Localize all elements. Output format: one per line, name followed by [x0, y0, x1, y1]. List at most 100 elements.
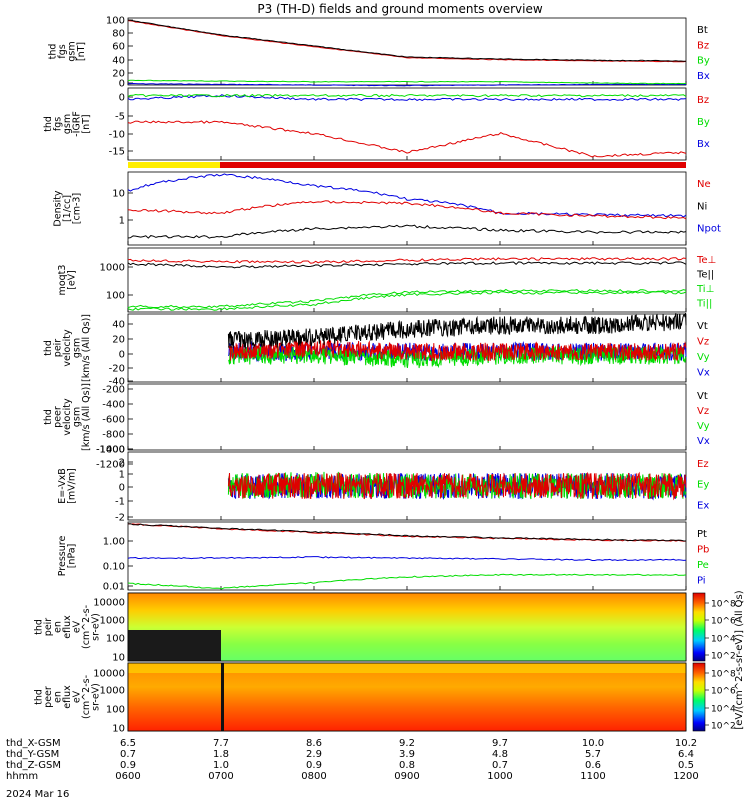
- legend-temperature-0: Te⊥: [696, 255, 716, 266]
- colorbar-label: [eV/(cm^2-s-sr-eV)] (All Qs): [734, 590, 745, 729]
- y-tick-label: -10: [109, 130, 125, 141]
- ylabel-line: [km/s (All Qs)]: [81, 383, 92, 451]
- y-tick-label: 10: [112, 724, 125, 735]
- y-tick-label: -400: [102, 400, 125, 411]
- legend-density-0: Ne: [697, 179, 711, 190]
- series-Pb: [127, 523, 687, 542]
- y-tick-label: -40: [109, 377, 125, 388]
- panel-ylabel: E=-VxB[mV/m]: [57, 468, 77, 504]
- ylabel-line: -IGRF: [72, 111, 83, 137]
- y-tick-label: -2: [115, 513, 125, 524]
- ylabel-line: thd: [34, 619, 45, 635]
- ylabel-line: thd: [43, 340, 54, 356]
- electron-spectrogram-top: [128, 663, 686, 673]
- time-axis-value: 4.8: [492, 749, 508, 760]
- panel-ylabel: thdfgsgsm[nT]: [48, 41, 87, 61]
- panel-ylabel: moqt3[eV]: [57, 265, 77, 296]
- time-axis-value: 0700: [208, 771, 233, 782]
- y-tick-label: 1000: [100, 616, 125, 627]
- panel-ion-spectrogram: thdpeirenefluxeV(cm^2-s-sr-eV)1000010001…: [34, 592, 687, 664]
- series-By: [127, 93, 687, 98]
- panel-ylabel: Pressure[nPa]: [57, 536, 77, 577]
- time-axis-value: 6.4: [678, 749, 694, 760]
- legend-ion-velocity-0: Vt: [697, 321, 708, 332]
- y-tick-label: 10000: [93, 598, 125, 609]
- y-tick-label: 100: [106, 705, 125, 716]
- legend-electron-velocity-3: Vx: [697, 436, 710, 447]
- ylabel-line: [mV/m]: [67, 468, 78, 504]
- panel-frame: [127, 592, 687, 662]
- legend-temperature-1: Te||: [696, 270, 714, 281]
- y-tick-label: -200: [102, 385, 125, 396]
- time-axis-value: 5.7: [585, 749, 601, 760]
- colorbar-tick-label: 10^6: [711, 687, 736, 697]
- series-Ni: [127, 224, 687, 239]
- legend-efield-2: Ex: [697, 500, 709, 511]
- y-tick-label: 0: [119, 93, 125, 104]
- y-tick-label: 40: [112, 320, 125, 331]
- time-axis-value: 3.9: [399, 749, 415, 760]
- ylabel-line: eflux: [62, 685, 73, 709]
- y-tick-label: -20: [109, 364, 125, 375]
- panel-frame: [127, 171, 687, 246]
- y-tick-label: 0: [119, 350, 125, 361]
- colorbar-tick-label: 10^8: [711, 670, 736, 680]
- figure-title: P3 (TH-D) fields and ground moments over…: [257, 2, 542, 16]
- time-axis-value: 0.9: [306, 760, 322, 771]
- y-tick-label: 1: [119, 216, 125, 227]
- legend-pressure-3: Pi: [697, 576, 706, 587]
- ylabel-line: (cm^2-s-: [81, 605, 92, 649]
- panel-frame: [127, 662, 687, 732]
- y-tick-label: 20: [112, 335, 125, 346]
- legend-electron-velocity-1: Vz: [697, 406, 709, 417]
- ylabel-line: Density: [53, 190, 64, 226]
- colorbar-ion: [692, 592, 706, 662]
- ylabel-line: [1/cc]: [62, 195, 73, 222]
- legend-ion-velocity-1: Vz: [697, 337, 709, 348]
- ylabel-line: thd: [48, 44, 59, 60]
- time-axis-value: 0.6: [585, 760, 601, 771]
- panel-ylabel: thdpeirenefluxeV(cm^2-s-sr-eV): [34, 605, 102, 649]
- series-Bt: [128, 19, 686, 62]
- panel-density: Density[1/cc][cm-3] 10 1 Ne Ni Npot: [53, 171, 721, 246]
- time-axis-row-label: thd_Y-GSM: [6, 749, 59, 760]
- ylabel-line: peer: [43, 686, 54, 708]
- ylabel-line: [nT]: [76, 42, 87, 61]
- ylabel-line: en: [53, 691, 64, 703]
- legend-electron-velocity-2: Vy: [697, 421, 710, 432]
- panel-fgs-gsm: thdfgsgsm[nT] 100 80 60 40 200 Bt Bz By Bx: [48, 16, 710, 90]
- ylabel-line: eV: [72, 620, 83, 633]
- ylabel-line: [nPa]: [67, 544, 78, 569]
- ylabel-line: thd: [43, 409, 54, 425]
- legend-fgs-gsm-1: Bz: [697, 40, 709, 51]
- ylabel-line: gsm: [62, 114, 73, 134]
- ylabel-line: eflux: [62, 615, 73, 639]
- series-Te: [127, 261, 687, 269]
- time-axis-value: 9.2: [399, 738, 415, 749]
- panel-ion-velocity: thdpeirvelocitygsm[km/s (All Qs)] 40 20 0 -2…: [43, 312, 710, 388]
- colorbar-tick-label: 10^4: [711, 705, 736, 715]
- y-tick-label: 1: [119, 470, 125, 481]
- panel-frame: [127, 87, 687, 161]
- ylabel-line: fgs: [53, 117, 64, 131]
- colorbar-tick-label: 10^6: [711, 617, 736, 627]
- ylabel-line: eV: [72, 690, 83, 703]
- colorbar-tick-label: 10^4: [711, 635, 736, 645]
- legend-density-2: Npot: [697, 224, 721, 235]
- ylabel-line: en: [53, 621, 64, 633]
- panel-fgs-dsl: thdfgsgsm-IGRF[nT] 0 -5 -10 -15 Bz By Bx: [43, 87, 710, 161]
- legend-electron-velocity-0: Vt: [697, 391, 708, 402]
- ylabel-line: gsm: [72, 407, 83, 427]
- series-Npot: [127, 173, 687, 218]
- legend-pressure-2: Pe: [697, 560, 709, 571]
- legend-ion-velocity-2: Vy: [697, 352, 710, 363]
- time-axis-value: 0600: [115, 771, 140, 782]
- panel-ylabel: thdfgsgsm-IGRF[nT]: [43, 111, 92, 137]
- ylabel-line: moqt3: [57, 265, 68, 296]
- legend-density-1: Ni: [697, 201, 707, 212]
- time-axis-value: 0900: [394, 771, 419, 782]
- ylabel-line: Pressure: [57, 536, 68, 577]
- legend-fgs-gsm-2: By: [697, 56, 710, 67]
- panel-electron-spectrogram: thdpeerenefluxeV(cm^2-s-sr-eV)1000010001…: [34, 662, 687, 735]
- panel-temperature: moqt3[eV] 1000 100 Te⊥ Te|| Ti⊥ Ti||: [57, 247, 716, 313]
